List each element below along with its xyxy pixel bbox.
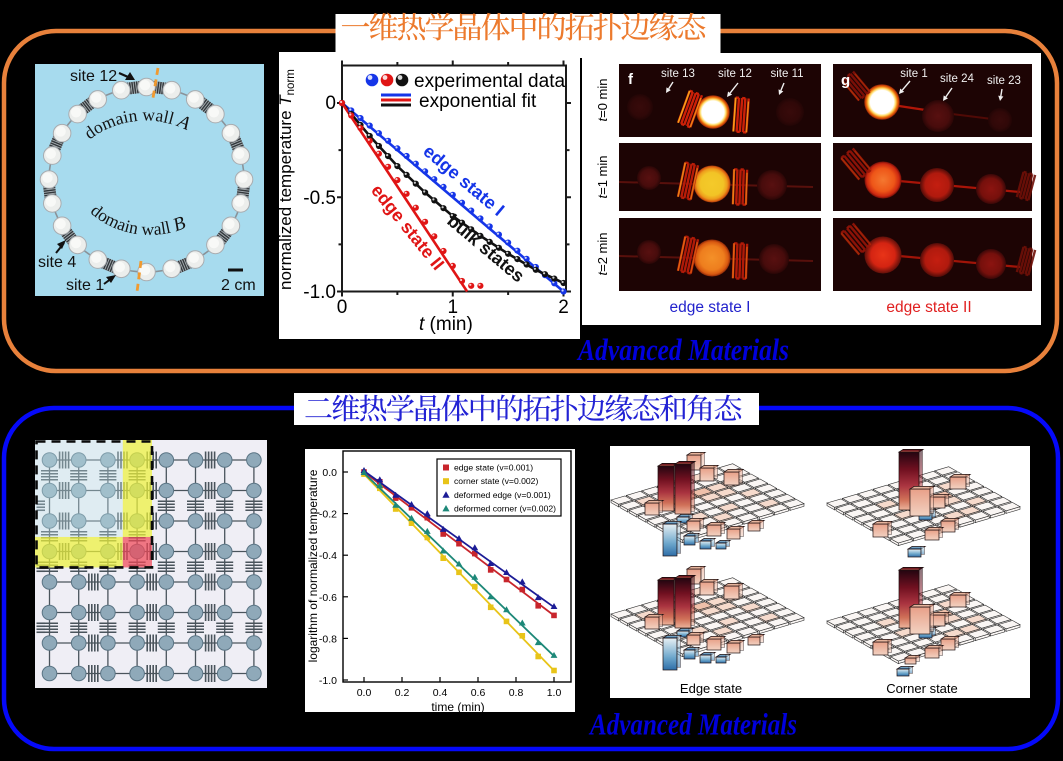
svg-text:0.2: 0.2 bbox=[395, 687, 410, 699]
svg-text:site 1: site 1 bbox=[66, 277, 104, 294]
svg-text:Advanced Materials: Advanced Materials bbox=[576, 332, 789, 367]
svg-text:0: 0 bbox=[325, 93, 336, 114]
svg-text:exponential fit: exponential fit bbox=[419, 91, 537, 112]
svg-text:edge state I: edge state I bbox=[669, 299, 750, 316]
svg-text:0: 0 bbox=[337, 297, 348, 318]
svg-text:time (min): time (min) bbox=[431, 700, 484, 714]
svg-text:site 23: site 23 bbox=[987, 75, 1021, 87]
svg-text:edge state (v=0.001): edge state (v=0.001) bbox=[454, 463, 533, 473]
svg-text:1.0: 1.0 bbox=[547, 687, 562, 699]
svg-text:site 24: site 24 bbox=[940, 73, 974, 85]
svg-text:0.0: 0.0 bbox=[357, 687, 372, 699]
svg-text:-0.6: -0.6 bbox=[319, 592, 337, 604]
svg-text:t=0 min: t=0 min bbox=[595, 78, 610, 121]
svg-text:Advanced Materials: Advanced Materials bbox=[588, 707, 797, 742]
svg-text:Corner state: Corner state bbox=[886, 681, 958, 696]
svg-text:experimental data: experimental data bbox=[414, 71, 565, 92]
svg-text:site 13: site 13 bbox=[661, 68, 695, 80]
svg-text:site 12: site 12 bbox=[718, 68, 752, 80]
svg-text:t=1 min: t=1 min bbox=[595, 155, 610, 198]
svg-text:2 cm: 2 cm bbox=[221, 277, 256, 294]
svg-text:-1.0: -1.0 bbox=[319, 675, 337, 687]
svg-text:site 12: site 12 bbox=[70, 68, 117, 85]
svg-text:-0.8: -0.8 bbox=[319, 633, 337, 645]
svg-text:corner state (v=0.002): corner state (v=0.002) bbox=[454, 476, 538, 486]
svg-text:t (min): t (min) bbox=[419, 314, 473, 335]
svg-text:normalized temperature Tnorm: normalized temperature Tnorm bbox=[276, 69, 297, 290]
svg-text:2: 2 bbox=[558, 297, 569, 318]
svg-text:edge state II: edge state II bbox=[886, 299, 971, 316]
svg-text:Edge state: Edge state bbox=[680, 681, 742, 696]
svg-text:g: g bbox=[841, 72, 850, 89]
svg-text:0.6: 0.6 bbox=[471, 687, 486, 699]
svg-text:deformed corner (v=0.002): deformed corner (v=0.002) bbox=[454, 504, 556, 514]
svg-text:0.8: 0.8 bbox=[509, 687, 524, 699]
svg-text:site 1: site 1 bbox=[900, 68, 928, 80]
svg-text:logarithm of normalized temper: logarithm of normalized temperature bbox=[306, 469, 320, 662]
svg-text:site 4: site 4 bbox=[38, 254, 76, 271]
svg-text:site 11: site 11 bbox=[770, 68, 803, 80]
svg-text:0.4: 0.4 bbox=[433, 687, 448, 699]
svg-text:-0.4: -0.4 bbox=[319, 550, 337, 562]
svg-text:-0.5: -0.5 bbox=[303, 188, 336, 209]
svg-text:-0.2: -0.2 bbox=[319, 509, 337, 521]
svg-text:0.0: 0.0 bbox=[322, 467, 337, 479]
svg-text:-1.0: -1.0 bbox=[303, 282, 336, 303]
svg-text:deformed edge (v=0.001): deformed edge (v=0.001) bbox=[454, 490, 551, 500]
svg-text:t=2 min: t=2 min bbox=[595, 232, 610, 275]
